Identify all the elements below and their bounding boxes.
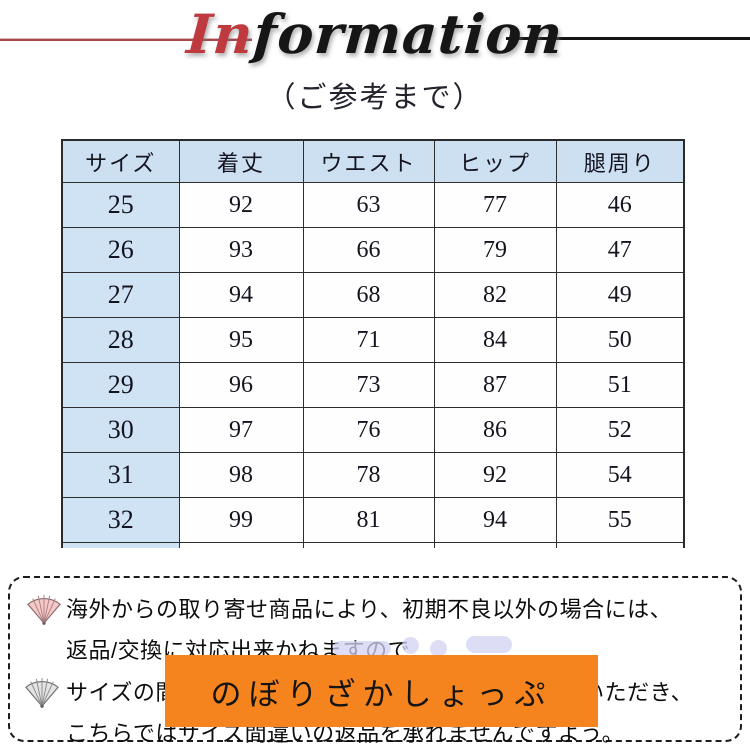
size-table-body: 25 92 63 77 46 26 93 66 79 47 27 94 68 82 49 28 95 71 84 50… — [61, 182, 685, 548]
measurement-cell: 98 — [178, 452, 304, 498]
measurement-cell: 49 — [555, 272, 685, 318]
measurement-cell: 94 — [433, 497, 557, 543]
measurement-cell: 50 — [555, 317, 685, 363]
measurement-cell: 92 — [433, 452, 557, 498]
measurement-cell: 97 — [178, 407, 304, 453]
folding-fan-icon — [27, 594, 61, 625]
measurement-cell: 71 — [302, 317, 435, 363]
note-text: 海外からの取り寄せ商品により、初期不良以外の場合には、 — [66, 597, 673, 622]
table-row: 30 97 76 86 52 — [61, 407, 685, 453]
size-cell: 27 — [61, 272, 180, 318]
measurement-cell: 92 — [178, 182, 304, 228]
measurement-cell: 68 — [302, 272, 435, 318]
shop-name-label: のぼりざかしょっぷ — [210, 676, 553, 712]
subtitle: （ご参考まで） — [266, 82, 484, 114]
measurement-cell: 76 — [302, 407, 435, 453]
measurement-cell: 46 — [555, 182, 685, 228]
measurement-cell: 79 — [433, 227, 557, 273]
measurement-cell: 51 — [555, 362, 685, 408]
column-header: 着丈 — [178, 139, 304, 183]
watermark-fragment — [333, 641, 391, 656]
measurement-cell: 73 — [302, 362, 435, 408]
cutoff-cell — [61, 542, 180, 548]
table-row: 31 98 78 92 54 — [61, 452, 685, 498]
measurement-cell: 77 — [433, 182, 557, 228]
measurement-cell: 84 — [433, 317, 557, 363]
header-rule-left — [0, 39, 252, 41]
cutoff-cell — [555, 542, 685, 548]
measurement-cell: 82 — [433, 272, 557, 318]
size-cell: 30 — [61, 407, 180, 453]
measurement-cell: 93 — [178, 227, 304, 273]
column-header: ヒップ — [433, 139, 557, 183]
table-row: 27 94 68 82 49 — [61, 272, 685, 318]
measurement-cell: 86 — [433, 407, 557, 453]
size-cell: 28 — [61, 317, 180, 363]
cutoff-cell — [433, 542, 557, 548]
size-cell: 32 — [61, 497, 180, 543]
title-accent: In — [184, 2, 256, 66]
size-cell: 29 — [61, 362, 180, 408]
measurement-cell: 95 — [178, 317, 304, 363]
measurement-cell: 66 — [302, 227, 435, 273]
folding-fan-icon — [25, 677, 59, 708]
title-rest: formation — [251, 2, 566, 66]
column-header: ウエスト — [302, 139, 435, 183]
measurement-cell: 96 — [178, 362, 304, 408]
measurement-cell: 99 — [178, 497, 304, 543]
column-header: サイズ — [61, 139, 180, 183]
measurement-cell: 87 — [433, 362, 557, 408]
measurement-cell: 94 — [178, 272, 304, 318]
size-cell: 26 — [61, 227, 180, 273]
watermark-fragment — [402, 637, 419, 654]
table-row: 32 99 81 94 55 — [61, 497, 685, 543]
size-chart-table: サイズ 着丈 ウエスト ヒップ 腿周り 25 92 63 77 46 26 93 66 79 47 27 94… — [61, 139, 685, 548]
size-cell: 25 — [61, 182, 180, 228]
measurement-cell: 55 — [555, 497, 685, 543]
watermark-fragment — [466, 636, 512, 653]
measurement-cell: 54 — [555, 452, 685, 498]
column-header: 腿周り — [555, 139, 685, 183]
size-table-header-row: サイズ 着丈 ウエスト ヒップ 腿周り — [61, 139, 685, 183]
size-cell: 31 — [61, 452, 180, 498]
measurement-cell: 47 — [555, 227, 685, 273]
table-row: 26 93 66 79 47 — [61, 227, 685, 273]
cutoff-cell — [178, 542, 304, 548]
table-row: 29 96 73 87 51 — [61, 362, 685, 408]
header-rule-right — [506, 37, 750, 40]
table-row: 25 92 63 77 46 — [61, 182, 685, 228]
cutoff-cell — [302, 542, 435, 548]
table-row-cutoff — [61, 542, 685, 548]
measurement-cell: 52 — [555, 407, 685, 453]
table-row: 28 95 71 84 50 — [61, 317, 685, 363]
measurement-cell: 63 — [302, 182, 435, 228]
watermark-fragment — [430, 640, 447, 657]
measurement-cell: 78 — [302, 452, 435, 498]
measurement-cell: 81 — [302, 497, 435, 543]
shop-name-banner: のぼりざかしょっぷ — [165, 655, 598, 727]
page-title: Information — [0, 2, 750, 66]
